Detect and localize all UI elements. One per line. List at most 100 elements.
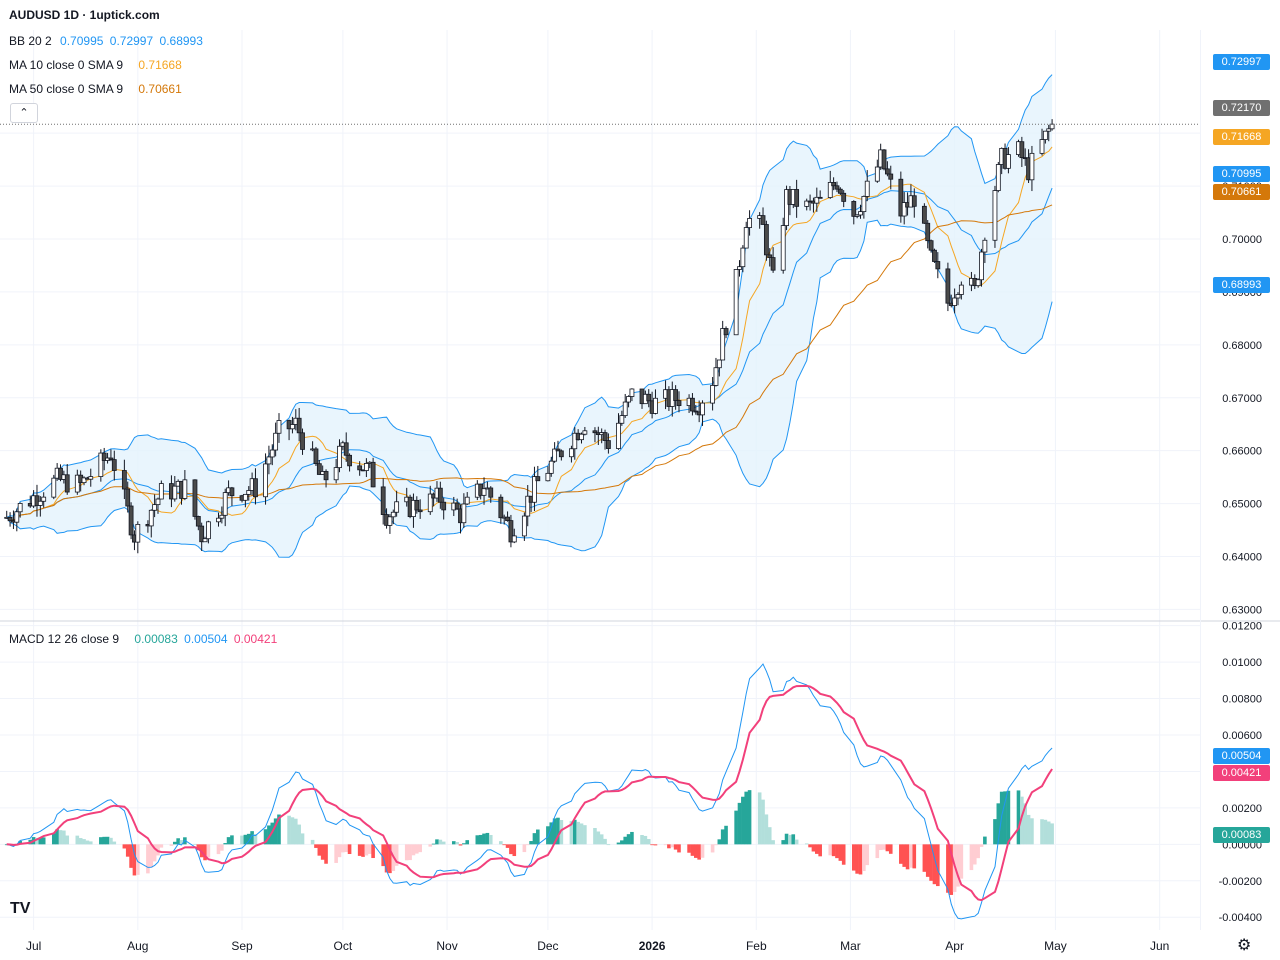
macd-tick-label: 0.01000 — [1222, 657, 1262, 669]
macd-histogram-bar — [670, 844, 675, 848]
macd-tick-label: 0.00600 — [1222, 730, 1262, 742]
macd-histogram-bar — [320, 844, 325, 860]
macd-histogram-bar — [572, 819, 577, 845]
macd-tick-label: -0.00200 — [1219, 876, 1262, 888]
macd-histogram-bar — [250, 831, 254, 845]
candle — [427, 493, 433, 513]
macd-histogram-bar — [925, 844, 930, 877]
macd-histogram-bar — [899, 844, 903, 864]
candle — [851, 201, 857, 217]
candle — [34, 495, 40, 506]
macd-histogram-bar — [51, 833, 56, 845]
price-tick-label: 0.68000 — [1222, 340, 1262, 352]
candle — [74, 474, 80, 493]
collapse-legend-button[interactable]: ⌃ — [10, 103, 38, 123]
legend-macd-hist: 0.00083 — [134, 632, 178, 646]
macd-histogram-bar — [1040, 819, 1044, 845]
legend-bb-lower: 0.68993 — [159, 34, 203, 48]
macd-histogram-bar — [969, 844, 974, 871]
macd-histogram-bar — [663, 844, 668, 846]
macd-histogram-bar — [993, 819, 997, 845]
candle — [861, 196, 867, 213]
candle — [837, 188, 843, 194]
x-tick-label: Oct — [334, 939, 353, 953]
macd-histogram-bar — [569, 821, 574, 845]
macd-histogram-bar — [811, 844, 816, 852]
candle — [817, 196, 823, 199]
candle — [858, 211, 863, 216]
macd-histogram-bar — [525, 844, 530, 846]
macd-tick-label: 0.00200 — [1222, 803, 1262, 815]
macd-histogram-bar — [347, 844, 352, 855]
macd-histogram-bar — [300, 833, 305, 845]
macd-histogram-bar — [499, 841, 503, 845]
macd-histogram-bar — [415, 844, 419, 854]
macd-histogram-bar — [411, 844, 416, 856]
macd-histogram-bar — [216, 844, 221, 855]
price-tag-ma10: 0.71668 — [1213, 129, 1270, 145]
candle — [911, 195, 917, 207]
macd-histogram-bar — [603, 838, 607, 845]
legend-ma10[interactable]: MA 10 close 0 SMA 9 0.71668 — [9, 58, 182, 72]
candle — [720, 328, 726, 361]
macd-histogram-bar — [179, 840, 184, 845]
macd-histogram-bar — [341, 844, 345, 853]
macd-histogram-bar — [475, 835, 480, 845]
candle — [296, 417, 302, 434]
tradingview-logo-icon[interactable]: TV — [10, 900, 31, 917]
candle — [881, 149, 887, 170]
macd-histogram-bar — [697, 844, 701, 860]
macd-histogram-bar — [956, 844, 960, 887]
candle — [7, 516, 13, 522]
legend-bb[interactable]: BB 20 2 0.70995 0.72997 0.68993 — [9, 34, 203, 48]
macd-histogram-bar — [922, 844, 927, 872]
candle — [253, 478, 258, 498]
macd-histogram-bar — [1016, 790, 1021, 845]
macd-histogram-bar — [1030, 818, 1034, 845]
candle — [269, 449, 275, 458]
candle — [481, 488, 487, 496]
candle — [454, 502, 460, 510]
chart-title: AUDUSD 1D · 1uptick.com — [9, 8, 160, 22]
legend-macd[interactable]: MACD 12 26 close 9 0.00083 0.00504 0.004… — [9, 632, 277, 646]
legend-macd-line: 0.00504 — [184, 632, 228, 646]
macd-tick-label: 0.00800 — [1222, 694, 1262, 706]
macd-histogram-bar — [747, 790, 752, 845]
candle — [995, 164, 1001, 191]
candle — [394, 501, 400, 513]
macd-histogram-bar — [1006, 790, 1011, 845]
candle — [387, 516, 393, 526]
macd-histogram-bar — [62, 830, 66, 845]
macd-histogram-bar — [105, 836, 110, 845]
candle — [814, 196, 820, 204]
macd-tag-signal: 0.00421 — [1213, 765, 1270, 781]
macd-histogram-bar — [700, 844, 705, 858]
candle — [182, 479, 188, 499]
macd-tick-label: 0.01200 — [1222, 621, 1262, 633]
candle — [461, 503, 467, 524]
macd-histogram-bar — [529, 841, 533, 845]
candle — [347, 454, 352, 467]
candle — [437, 487, 443, 503]
macd-histogram-bar — [737, 802, 742, 845]
macd-histogram-bar — [297, 824, 301, 845]
macd-histogram-bar — [979, 844, 984, 847]
legend-ma50-value: 0.70661 — [138, 82, 182, 96]
macd-histogram-bar — [626, 834, 631, 845]
candle — [128, 505, 134, 536]
legend-ma50[interactable]: MA 50 close 0 SMA 9 0.70661 — [9, 82, 182, 96]
candle — [390, 511, 396, 518]
candle — [155, 498, 161, 506]
x-tick-label: May — [1044, 939, 1067, 953]
macd-tick-label: -0.00400 — [1219, 912, 1262, 924]
candle — [921, 205, 927, 224]
gear-icon[interactable]: ⚙ — [1237, 937, 1252, 954]
price-tag-ma50: 0.70661 — [1213, 184, 1270, 200]
price-tag-bb-mid: 0.70995 — [1213, 166, 1270, 182]
candle — [784, 189, 789, 226]
candle — [558, 450, 564, 458]
candle — [572, 432, 578, 450]
macd-histogram-bar — [512, 844, 517, 857]
candle — [979, 251, 984, 281]
